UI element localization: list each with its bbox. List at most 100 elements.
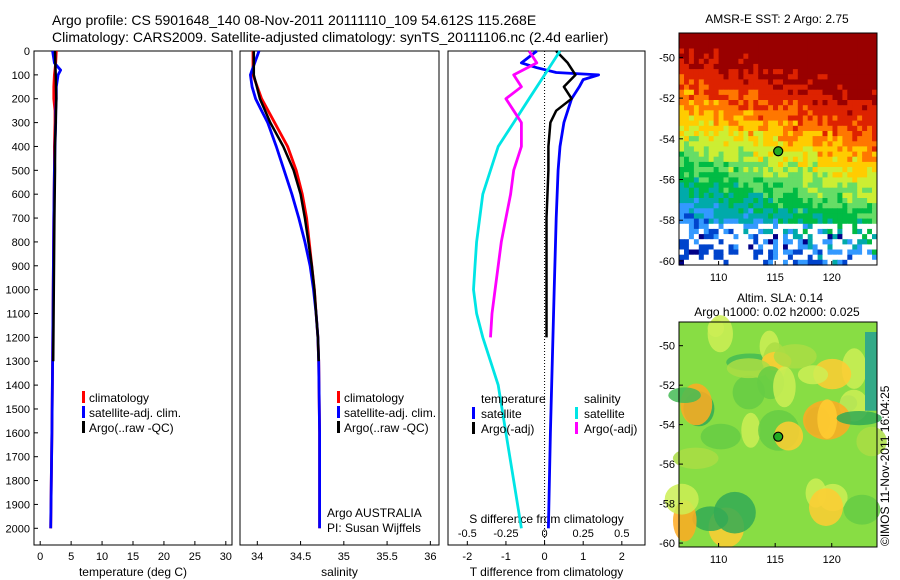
sst-grid-cell [852, 223, 858, 230]
sst-grid-cell [708, 223, 715, 230]
sst-grid-cell [827, 151, 833, 158]
sst-grid-cell [852, 89, 858, 96]
sst-grid-cell [807, 182, 814, 189]
sst-grid-cell [738, 43, 744, 50]
sst-grid-cell [817, 89, 824, 96]
sst-grid-cell [718, 84, 725, 91]
sst-grid-cell [688, 141, 695, 148]
sst-grid-cell [738, 182, 744, 189]
sst-grid-cell [679, 84, 685, 91]
sst-grid-cell [867, 177, 873, 184]
sst-grid-cell [832, 249, 838, 256]
sst-grid-cell [787, 53, 794, 60]
sst-grid-cell [802, 79, 809, 86]
sst-grid-cell [847, 182, 853, 189]
sst-grid-cell [802, 254, 809, 261]
sst-grid-cell [723, 146, 729, 153]
sst-grid-cell [807, 43, 814, 50]
sst-grid-cell [787, 120, 794, 127]
sst-grid-cell [842, 187, 848, 194]
sst-grid-cell [827, 141, 833, 148]
sst-grid-cell [867, 125, 873, 132]
sst-grid-cell [872, 48, 878, 55]
sst-grid-cell [778, 74, 784, 80]
sst-grid-cell [679, 115, 685, 122]
sst-grid-cell [792, 43, 799, 50]
sst-grid-cell [847, 89, 853, 96]
sst-grid-cell [807, 218, 814, 225]
sst-grid-cell [703, 161, 710, 168]
sst-grid-cell [797, 84, 804, 91]
sst-grid-cell [768, 53, 774, 60]
sst-grid-cell [768, 131, 774, 137]
sst-grid-cell [748, 228, 754, 235]
sst-grid-cell [783, 141, 789, 148]
sst-grid-cell [802, 48, 809, 55]
sst-grid-cell [773, 79, 779, 86]
sst-grid-cell [728, 43, 734, 50]
depth-tick-label: 500 [12, 165, 30, 177]
sst-grid-cell [738, 131, 744, 137]
sst-grid-cell [847, 213, 853, 220]
sst-grid-cell [703, 208, 710, 215]
sst-grid-cell [797, 254, 804, 261]
sst-grid-cell [743, 48, 749, 55]
sst-grid-cell [713, 228, 720, 235]
sst-grid-cell [768, 239, 774, 245]
sla-map-subtitle: Argo h1000: 0.02 h2000: 0.025 [694, 305, 860, 319]
sst-grid-cell [797, 58, 804, 65]
sst-grid-cell [703, 156, 710, 163]
sst-grid-cell [738, 136, 744, 142]
sst-grid-cell [738, 146, 744, 153]
sst-grid-cell [867, 187, 873, 194]
sst-grid-cell [797, 89, 804, 96]
sst-grid-cell [842, 110, 848, 117]
sst-grid-cell [693, 58, 700, 65]
sst-grid-cell [797, 33, 804, 39]
sst-grid-cell [827, 58, 833, 65]
sst-grid-cell [837, 172, 843, 178]
sst-grid-cell [852, 69, 858, 75]
sst-grid-cell [708, 198, 715, 204]
temperature-x-tick-label: 20 [158, 551, 170, 563]
sst-grid-cell [768, 100, 774, 106]
sst-grid-cell [812, 38, 819, 44]
sst-grid-cell [688, 223, 695, 230]
sst-grid-cell [738, 192, 744, 199]
sst-grid-cell [872, 94, 878, 101]
sst-grid-cell [832, 218, 838, 225]
sst-grid-cell [792, 213, 799, 220]
sst-grid-cell [763, 33, 769, 39]
sst-grid-cell [763, 120, 769, 127]
sst-grid-cell [847, 120, 853, 127]
sst-grid-cell [783, 151, 789, 158]
sst-grid-cell [763, 125, 769, 132]
sst-grid-cell [797, 223, 804, 230]
sla-anomaly-blob [741, 412, 761, 448]
sst-grid-cell [827, 218, 833, 225]
sst-grid-cell [842, 94, 848, 101]
sst-grid-cell [733, 161, 739, 168]
sst-grid-cell [768, 234, 774, 240]
sst-grid-cell [797, 74, 804, 80]
sst-grid-cell [778, 89, 784, 96]
sst-grid-cell [679, 187, 685, 194]
sst-grid-cell [698, 218, 705, 225]
sst-grid-cell [679, 167, 685, 173]
sst-grid-cell [733, 234, 739, 240]
sst-grid-cell [738, 53, 744, 60]
sst-grid-cell [837, 218, 843, 225]
map-lat-tick-label: -52 [659, 380, 675, 392]
sst-grid-cell [763, 203, 769, 209]
sst-grid-cell [872, 182, 878, 189]
sst-grid-cell [763, 74, 769, 80]
sst-grid-cell [807, 167, 814, 173]
sst-grid-cell [743, 213, 749, 220]
sst-grid-cell [837, 120, 843, 127]
sst-grid-cell [708, 74, 715, 80]
sst-grid-cell [857, 69, 863, 75]
sst-grid-cell [743, 177, 749, 184]
sst-grid-cell [778, 33, 784, 39]
sst-grid-cell [748, 94, 754, 101]
sst-grid-cell [812, 69, 819, 75]
